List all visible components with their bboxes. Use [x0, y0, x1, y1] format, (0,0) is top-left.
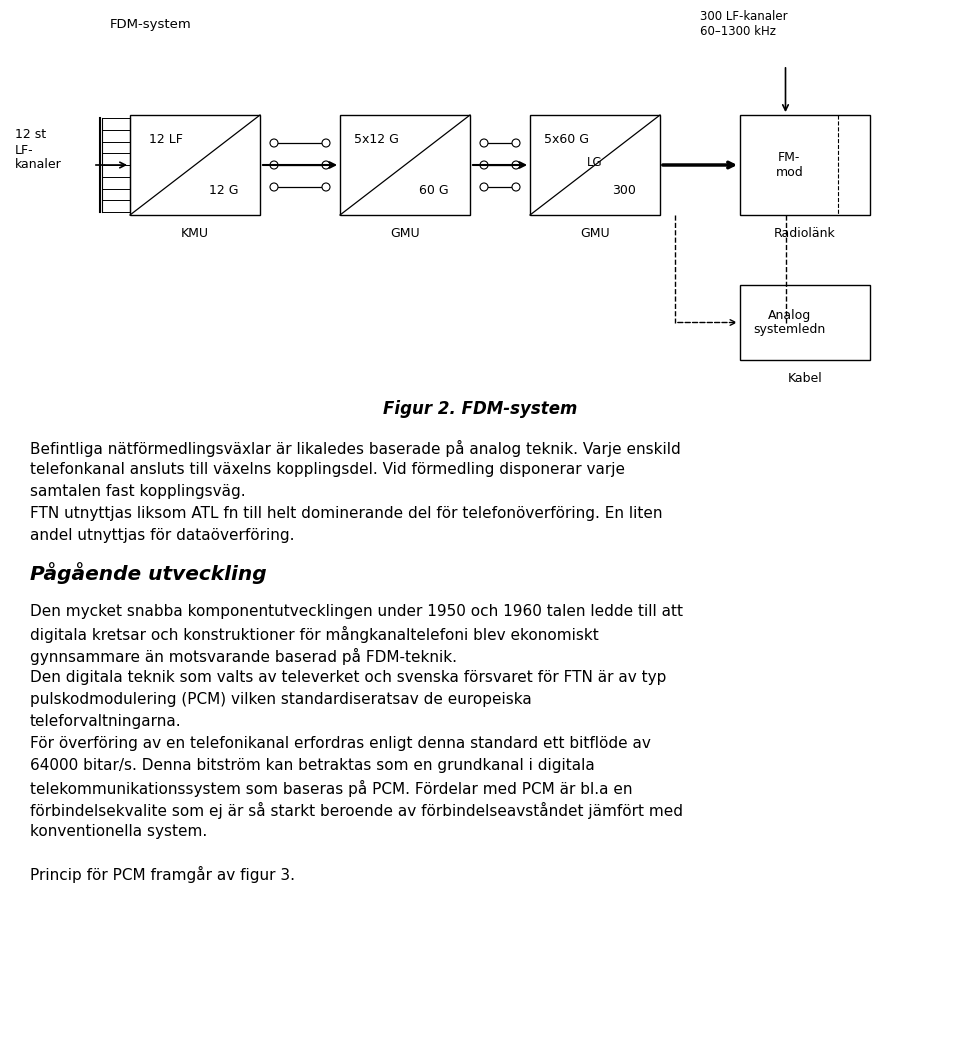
Text: LG: LG — [588, 156, 603, 170]
Bar — [340, 115, 470, 215]
Circle shape — [322, 161, 330, 169]
Bar — [530, 115, 660, 215]
Circle shape — [512, 183, 520, 191]
Text: FTN utnyttjas liksom ATL fn till helt dominerande del för telefonöverföring. En : FTN utnyttjas liksom ATL fn till helt do… — [30, 506, 662, 521]
Text: GMU: GMU — [580, 227, 610, 240]
Text: 5x12 G: 5x12 G — [354, 133, 398, 146]
Circle shape — [270, 139, 278, 147]
Circle shape — [480, 139, 488, 147]
Text: 300: 300 — [612, 184, 636, 197]
Circle shape — [270, 183, 278, 191]
Text: telefonkanal ansluts till växelns kopplingsdel. Vid förmedling disponerar varje: telefonkanal ansluts till växelns koppli… — [30, 462, 625, 477]
Circle shape — [512, 161, 520, 169]
Text: Den digitala teknik som valts av televerket och svenska försvaret för FTN är av : Den digitala teknik som valts av telever… — [30, 670, 666, 685]
Text: Analog
systemledn: Analog systemledn — [754, 308, 826, 336]
Bar — [130, 115, 260, 215]
Text: KMU: KMU — [181, 227, 209, 240]
Text: Befintliga nätförmedlingsväxlar är likaledes baserade på analog teknik. Varje en: Befintliga nätförmedlingsväxlar är likal… — [30, 440, 681, 457]
Text: Radiolänk: Radiolänk — [774, 227, 836, 240]
Text: 12 st
LF-
kanaler: 12 st LF- kanaler — [15, 129, 61, 172]
Text: digitala kretsar och konstruktioner för mångkanaltelefoni blev ekonomiskt: digitala kretsar och konstruktioner för … — [30, 626, 599, 643]
Text: Princip för PCM framgår av figur 3.: Princip för PCM framgår av figur 3. — [30, 866, 295, 883]
Circle shape — [480, 183, 488, 191]
Text: konventionella system.: konventionella system. — [30, 824, 207, 839]
Text: Kabel: Kabel — [787, 372, 823, 385]
Text: Figur 2. FDM-system: Figur 2. FDM-system — [383, 400, 577, 418]
Text: telekommunikationssystem som baseras på PCM. Fördelar med PCM är bl.a en: telekommunikationssystem som baseras på … — [30, 780, 633, 798]
Text: FDM-system: FDM-system — [110, 18, 192, 31]
Text: förbindelsekvalite som ej är så starkt beroende av förbindelseavståndet jämfört : förbindelsekvalite som ej är så starkt b… — [30, 802, 683, 820]
Text: Den mycket snabba komponentutvecklingen under 1950 och 1960 talen ledde till att: Den mycket snabba komponentutvecklingen … — [30, 604, 683, 619]
Text: teleforvaltningarna.: teleforvaltningarna. — [30, 714, 181, 729]
Text: För överföring av en telefonikanal erfordras enligt denna standard ett bitflöde : För överföring av en telefonikanal erfor… — [30, 736, 651, 751]
Circle shape — [270, 161, 278, 169]
Text: pulskodmodulering (PCM) vilken standardiseratsav de europeiska: pulskodmodulering (PCM) vilken standardi… — [30, 692, 532, 707]
Text: 60 G: 60 G — [419, 184, 448, 197]
Circle shape — [512, 139, 520, 147]
Text: FM-
mod: FM- mod — [776, 151, 804, 179]
Circle shape — [322, 183, 330, 191]
Circle shape — [322, 139, 330, 147]
Text: samtalen fast kopplingsväg.: samtalen fast kopplingsväg. — [30, 484, 246, 499]
Text: gynnsammare än motsvarande baserad på FDM-teknik.: gynnsammare än motsvarande baserad på FD… — [30, 648, 457, 665]
Text: GMU: GMU — [390, 227, 420, 240]
Text: 5x60 G: 5x60 G — [544, 133, 588, 146]
Text: 12 LF: 12 LF — [150, 133, 183, 146]
Text: 12 G: 12 G — [209, 184, 238, 197]
Text: andel utnyttjas för dataöverföring.: andel utnyttjas för dataöverföring. — [30, 528, 295, 543]
Text: 300 LF-kanaler
60–1300 kHz: 300 LF-kanaler 60–1300 kHz — [700, 10, 787, 38]
Text: 64000 bitar/s. Denna bitström kan betraktas som en grundkanal i digitala: 64000 bitar/s. Denna bitström kan betrak… — [30, 758, 595, 773]
Circle shape — [480, 161, 488, 169]
Bar — [740, 115, 870, 215]
Text: Pågående utveckling: Pågående utveckling — [30, 562, 267, 584]
Bar — [740, 285, 870, 361]
